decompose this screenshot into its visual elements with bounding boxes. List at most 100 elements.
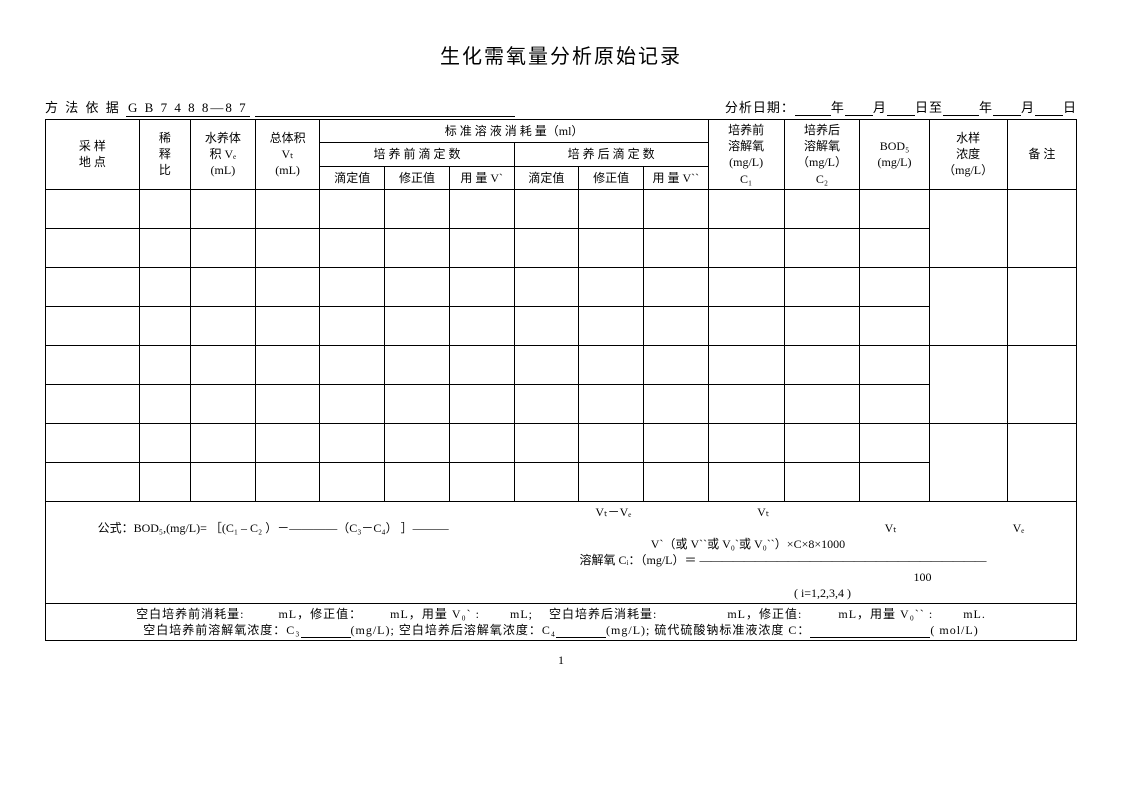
frac-top-left: Vₜ－Vₑ — [595, 505, 631, 519]
cell — [1007, 423, 1076, 501]
cell — [860, 345, 929, 384]
cell — [320, 345, 385, 384]
cell — [514, 306, 579, 345]
formula-ve: Vₑ — [1013, 521, 1025, 535]
cell — [643, 423, 708, 462]
cell — [1007, 345, 1076, 423]
analysis-date-label: 分析日期： — [725, 100, 795, 115]
method-basis-value: G B 7 4 8 8—8 7 — [126, 100, 250, 117]
cell — [860, 267, 929, 306]
frac-line: ―――――――――――――――――――――――――― — [699, 553, 985, 567]
cell — [643, 228, 708, 267]
col-use-v1: 用 量 V` — [449, 166, 514, 189]
cell — [320, 384, 385, 423]
cell — [139, 267, 190, 306]
dayto-label: 日至 — [915, 100, 943, 115]
cell — [46, 423, 140, 462]
cell — [708, 228, 784, 267]
cell — [320, 423, 385, 462]
cell — [191, 267, 256, 306]
cell — [929, 267, 1007, 345]
cell — [139, 462, 190, 501]
cell — [643, 384, 708, 423]
cell — [643, 345, 708, 384]
cell — [46, 228, 140, 267]
cell — [514, 345, 579, 384]
cell — [514, 423, 579, 462]
bottom-line-1: 空白培养前消耗量:mL，修正值：mL，用量 V₀` :mL; 空白培养后消耗量:… — [48, 606, 1074, 622]
cell — [1007, 267, 1076, 345]
cell — [449, 345, 514, 384]
cell — [514, 228, 579, 267]
table-row — [46, 345, 1077, 384]
cell — [449, 267, 514, 306]
day-label: 日 — [1063, 100, 1077, 115]
cell — [708, 345, 784, 384]
cell — [46, 267, 140, 306]
cell — [860, 189, 929, 228]
col-do-before: 培养前 溶解氧 (mg/L) C₁ — [708, 120, 784, 190]
col-titr-val-1: 滴定值 — [320, 166, 385, 189]
cell — [579, 189, 644, 228]
method-basis-label: 方 法 依 据 — [45, 100, 121, 115]
cell — [191, 384, 256, 423]
col-corr-val-2: 修正值 — [579, 166, 644, 189]
cell — [784, 228, 860, 267]
table-foot: Vₜ－Vₑ Vₜ 公式：BOD₅,(mg/L)= ［(C₁ – C₂ ）－―――… — [46, 501, 1077, 641]
month-label-2: 月 — [1021, 100, 1035, 115]
cell — [579, 462, 644, 501]
formula-inote: ( i=1,2,3,4 ) — [794, 586, 851, 600]
cell — [255, 306, 320, 345]
table-row — [46, 462, 1077, 501]
year-label-2: 年 — [979, 100, 993, 115]
cell — [191, 228, 256, 267]
cell — [385, 189, 450, 228]
cell — [255, 228, 320, 267]
cell — [860, 228, 929, 267]
formula-denom: 100 — [914, 570, 932, 584]
col-do-after: 培养后 溶解氧 （mg/L） C₂ — [784, 120, 860, 190]
cell — [255, 189, 320, 228]
cell — [46, 306, 140, 345]
formula-cell: Vₜ－Vₑ Vₜ 公式：BOD₅,(mg/L)= ［(C₁ – C₂ ）－―――… — [46, 501, 1077, 603]
cell — [784, 384, 860, 423]
cell — [929, 345, 1007, 423]
col-remark: 备 注 — [1007, 120, 1076, 190]
cell — [514, 384, 579, 423]
col-ve: 水养体 积 Vₑ (mL) — [191, 120, 256, 190]
cell — [191, 423, 256, 462]
cell — [449, 423, 514, 462]
col-sample-conc: 水样 浓度 （mg/L） — [929, 120, 1007, 190]
cell — [643, 462, 708, 501]
cell — [46, 384, 140, 423]
table-row — [46, 423, 1077, 462]
bottom-cell: 空白培养前消耗量:mL，修正值：mL，用量 V₀` :mL; 空白培养后消耗量:… — [46, 603, 1077, 640]
cell — [708, 267, 784, 306]
table-row — [46, 384, 1077, 423]
col-vt: 总体积 Vₜ (mL) — [255, 120, 320, 190]
page-title: 生化需氧量分析原始记录 — [45, 40, 1077, 69]
cell — [784, 462, 860, 501]
cell — [579, 306, 644, 345]
table-row — [46, 306, 1077, 345]
cell — [46, 462, 140, 501]
frac-top-right: Vₜ — [757, 505, 769, 519]
year-label: 年 — [831, 100, 845, 115]
cell — [784, 423, 860, 462]
cell — [385, 462, 450, 501]
cell — [514, 189, 579, 228]
col-before-titr: 培 养 前 滴 定 数 — [320, 143, 514, 166]
formula-vt: Vₜ — [885, 521, 897, 535]
table-row — [46, 228, 1077, 267]
page-number: 1 — [45, 653, 1077, 668]
col-after-titr: 培 养 后 滴 定 数 — [514, 143, 708, 166]
cell — [784, 345, 860, 384]
cell — [385, 228, 450, 267]
cell — [255, 423, 320, 462]
col-sample-loc: 采 样 地 点 — [46, 120, 140, 190]
meta-right: 分析日期：年月日至年月日 — [725, 97, 1077, 117]
cell — [860, 306, 929, 345]
cell — [139, 189, 190, 228]
cell — [643, 306, 708, 345]
col-corr-val-1: 修正值 — [385, 166, 450, 189]
